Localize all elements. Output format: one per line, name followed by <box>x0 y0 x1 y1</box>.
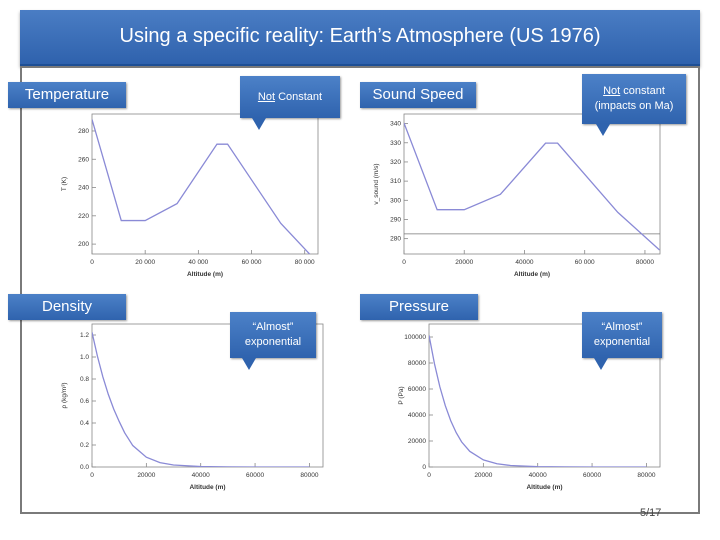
x-axis-label: Altitude (m) <box>514 271 550 278</box>
callout-tail <box>242 358 256 370</box>
density-series-line <box>92 332 310 467</box>
y-tick-label: 200 <box>78 241 89 248</box>
y-tick-label: 0.0 <box>80 464 89 471</box>
x-tick-label: 20 000 <box>135 259 155 266</box>
x-tick-label: 0 <box>90 259 94 266</box>
y-tick-label: 1.0 <box>80 354 89 361</box>
x-tick-label: 80000 <box>300 472 318 479</box>
sound-callout-rest: constant <box>620 85 665 97</box>
x-tick-label: 40000 <box>192 472 210 479</box>
y-tick-label: 0.4 <box>80 420 89 427</box>
x-tick-label: 80 000 <box>295 259 315 266</box>
sound-speed-chart: 0 20000 40000 60 000 80000 280 290 300 310 320 330… <box>370 108 670 280</box>
temperature-callout: Not Constant <box>240 76 340 130</box>
y-tick-label: 300 <box>390 197 401 204</box>
y-tick-label: 1.2 <box>80 332 89 339</box>
temperature-chart: 0 20 000 40 000 60 000 80 000 200 220 240 260 280… <box>58 108 328 280</box>
y-tick-label: 20000 <box>408 438 426 445</box>
y-axis-label: T (K) <box>61 177 68 191</box>
x-tick-label: 60000 <box>583 472 601 479</box>
x-axis-label: Altitude (m) <box>187 271 223 278</box>
x-tick-label: 0 <box>427 472 431 479</box>
pressure-label: Pressure <box>360 294 478 320</box>
sound-speed-label: Sound Speed <box>360 82 476 108</box>
x-tick-label: 20000 <box>137 472 155 479</box>
x-tick-label: 20000 <box>455 259 473 266</box>
x-tick-label: 40 000 <box>188 259 208 266</box>
x-tick-label: 40000 <box>515 259 533 266</box>
density-callout: “Almost” exponential <box>230 312 316 370</box>
y-tick-label: 240 <box>78 185 89 192</box>
callout-tail <box>596 124 610 136</box>
x-axis-label: Altitude (m) <box>526 484 562 491</box>
y-tick-label: 260 <box>78 156 89 163</box>
sound-callout-not: Not <box>603 85 621 97</box>
x-tick-label: 20000 <box>474 472 492 479</box>
callout-tail <box>252 118 266 130</box>
y-tick-label: 0.2 <box>80 442 89 449</box>
sound-speed-chart-svg: 0 20000 40000 60 000 80000 280 290 300 310 320 330… <box>373 113 661 278</box>
x-tick-label: 60000 <box>246 472 264 479</box>
y-tick-label: 290 <box>390 216 401 223</box>
x-tick-label: 60 000 <box>242 259 262 266</box>
y-tick-label: 310 <box>390 178 401 185</box>
y-tick-label: 0.8 <box>80 376 89 383</box>
y-tick-label: 40000 <box>408 412 426 419</box>
y-tick-label: 330 <box>390 140 401 147</box>
page-number: 5/17 <box>640 507 662 519</box>
y-tick-label: 60000 <box>408 386 426 393</box>
y-tick-label: 320 <box>390 159 401 166</box>
temperature-callout-not: Not <box>257 90 276 103</box>
plot-frame <box>91 113 319 255</box>
callout-tail <box>594 358 608 370</box>
temperature-label: Temperature <box>8 82 126 108</box>
sound_speed-series-line <box>404 122 660 251</box>
y-tick-label: 280 <box>390 236 401 243</box>
pressure-callout-line2: exponential <box>593 336 651 348</box>
x-tick-label: 80000 <box>637 472 655 479</box>
y-axis-label: v_sound (m/s) <box>373 163 380 204</box>
y-tick-label: 220 <box>78 213 89 220</box>
y-axis-label: ρ (kg/m³) <box>61 382 68 408</box>
slide-title: Using a specific reality: Earth’s Atmosp… <box>20 10 700 66</box>
density-chart-svg: 0 20000 40000 60000 80000 0.0 0.2 0.4 0.6 0.8 1.0 1… <box>61 323 324 491</box>
density-callout-line2: exponential <box>244 336 302 348</box>
y-tick-label: 280 <box>78 128 89 135</box>
x-tick-label: 0 <box>90 472 94 479</box>
x-tick-label: 0 <box>402 259 406 266</box>
pressure-callout-line1: “Almost” <box>601 321 643 333</box>
sound-speed-callout: Not constant (impacts on Ma) <box>582 74 686 136</box>
density-label: Density <box>8 294 126 320</box>
plot-frame <box>403 113 661 255</box>
x-tick-label: 40000 <box>529 472 547 479</box>
x-tick-label: 60 000 <box>575 259 595 266</box>
sound-callout-line2: (impacts on Ma) <box>594 100 674 112</box>
pressure-series-line <box>429 335 647 467</box>
temperature-callout-rest: Constant <box>275 90 323 103</box>
y-axis-label: P (Pa) <box>398 386 405 404</box>
density-callout-line1: “Almost” <box>252 321 294 333</box>
temperature-series-line <box>92 119 311 254</box>
y-tick-label: 100000 <box>404 334 426 341</box>
y-tick-label: 0 <box>422 464 426 471</box>
x-tick-label: 80000 <box>636 259 654 266</box>
pressure-callout: “Almost” exponential <box>582 312 662 370</box>
y-tick-label: 80000 <box>408 360 426 367</box>
pressure-chart-svg: 0 20000 40000 60000 80000 0 20000 40000 60000 800… <box>398 323 661 491</box>
y-tick-label: 0.6 <box>80 398 89 405</box>
y-tick-label: 340 <box>390 121 401 128</box>
x-axis-label: Altitude (m) <box>189 484 225 491</box>
temperature-chart-svg: 0 20 000 40 000 60 000 80 000 200 220 240 260 280… <box>61 113 319 278</box>
